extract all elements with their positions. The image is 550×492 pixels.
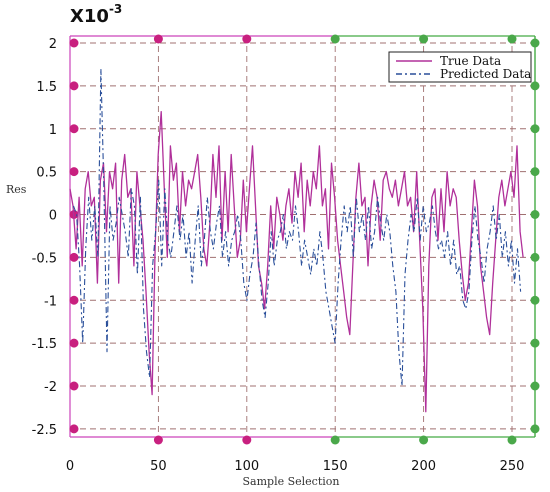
x-tick-dot-top	[507, 34, 517, 44]
legend: True Data Predicted Data	[388, 51, 532, 83]
x-axis-label: Sample Selection	[243, 475, 340, 488]
y-tick-label: 1.5	[36, 80, 57, 95]
y-tick-label: 1	[49, 123, 57, 138]
marker-dots	[69, 34, 540, 445]
y-tick-dot-right	[530, 38, 540, 48]
y-axis-label: Res	[6, 183, 27, 196]
x-tick-dot-top	[242, 34, 252, 44]
x-tick-dot-top	[153, 34, 163, 44]
x-tick-labels: 0 50 100 150 200 250	[66, 459, 525, 474]
y-tick-dot-right	[530, 424, 540, 434]
y-tick-label: 0.5	[36, 166, 57, 181]
legend-label-true: True Data	[440, 54, 501, 68]
x-tick-dot-bottom	[153, 435, 163, 445]
y-tick-dot-left	[69, 381, 79, 391]
y-tick-dot-right	[530, 295, 540, 305]
y-tick-label: -0.5	[32, 251, 57, 266]
legend-label-pred: Predicted Data	[440, 67, 531, 81]
x-tick-dot-bottom	[330, 435, 340, 445]
x-tick-label: 200	[411, 459, 436, 474]
y-tick-label: 0	[49, 209, 57, 224]
x-tick-dot-bottom	[507, 435, 517, 445]
grid	[70, 36, 535, 437]
y-tick-dot-right	[530, 167, 540, 177]
y-tick-dot-right	[530, 381, 540, 391]
y-tick-dot-left	[69, 424, 79, 434]
x-tick-dot-top	[330, 34, 340, 44]
y-tick-dot-right	[530, 81, 540, 91]
y-tick-label: -2.5	[32, 423, 57, 438]
y-tick-dot-left	[69, 252, 79, 262]
legend-box	[388, 51, 532, 83]
x-tick-label: 0	[66, 459, 74, 474]
axis-multiplier: X10-3	[70, 2, 122, 27]
series-line-true-data	[69, 110, 524, 413]
y-tick-dot-left	[69, 81, 79, 91]
plot-frame	[69, 35, 536, 438]
y-tick-label: -1.5	[32, 337, 57, 352]
y-tick-dot-right	[530, 210, 540, 219]
series-lines	[69, 68, 524, 413]
x-tick-dot-bottom	[242, 435, 252, 445]
y-tick-dot-left	[69, 38, 79, 48]
x-tick-label: 50	[150, 459, 167, 474]
multiplier-base: X10	[70, 6, 109, 27]
y-tick-dot-right	[530, 338, 540, 348]
y-tick-label: 2	[49, 37, 57, 52]
x-tick-label: 250	[500, 459, 525, 474]
multiplier-exponent: -3	[109, 2, 122, 16]
series-line-predicted-data	[72, 68, 522, 387]
x-tick-label: 100	[234, 459, 259, 474]
x-tick-dot-top	[419, 34, 429, 44]
y-tick-dot-left	[69, 338, 79, 348]
y-tick-label: -2	[44, 380, 57, 395]
y-tick-label: -1	[44, 294, 57, 309]
y-tick-dot-left	[69, 124, 79, 134]
y-tick-dot-left	[69, 295, 79, 305]
y-tick-dot-right	[530, 124, 540, 134]
y-tick-labels: 2 1.5 1 0.5 0 -0.5 -1 -1.5 -2 -2.5	[32, 37, 57, 438]
x-tick-label: 150	[323, 459, 348, 474]
y-tick-dot-left	[69, 167, 79, 177]
y-tick-dot-right	[530, 252, 540, 262]
x-tick-dot-bottom	[419, 435, 429, 445]
